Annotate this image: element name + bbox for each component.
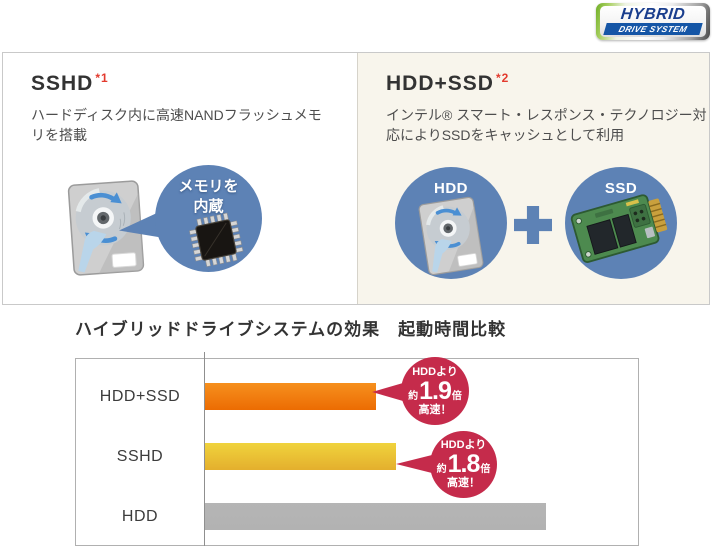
panel-hdd-ssd: HDD+SSD *2 インテル® スマート・レスポンス・テクノロジー対応によりSS… (357, 53, 709, 304)
panel-sshd: SSHD *1 ハードディスク内に高速NANDフラッシュメモリを搭載 (3, 53, 357, 304)
chart-bar-hdd-ssd (205, 383, 376, 410)
memory-bubble: メモリを 内蔵 (155, 165, 262, 272)
hdd-ssd-footnote: *2 (495, 71, 510, 85)
logo-subtitle-banner: DRIVE SYSTEM (603, 23, 703, 35)
badge-line3: 高速！ (418, 403, 452, 416)
chart-bar-sshd (205, 443, 396, 470)
hdd-ssd-title-text: HDD+SSD (386, 72, 494, 95)
badge-multiplier: 1.9 (419, 376, 452, 405)
chart-bar-hdd (205, 503, 546, 530)
badge-line2: 約 1.9 倍 (408, 376, 462, 405)
badge-approx: 約 (436, 464, 447, 475)
chart-label-hdd-ssd: HDD+SSD (99, 388, 181, 405)
chart-label-sshd: SSHD (116, 448, 164, 465)
ssd-circle: SSD (565, 167, 677, 279)
hdd-circle: HDD (395, 167, 507, 279)
memory-bubble-text: メモリを 内蔵 (155, 177, 262, 218)
sshd-description: ハードディスク内に高速NANDフラッシュメモリを搭載 (31, 107, 322, 144)
sshd-title: SSHD *1 (31, 71, 109, 96)
hdd-ssd-description: インテル® スマート・レスポンス・テクノロジー対応によりSSDをキャッシュとして… (386, 107, 707, 144)
chart-axis-line (204, 352, 205, 546)
logo-title: HYBRID (619, 6, 687, 23)
badge-multiplier: 1.8 (447, 450, 481, 478)
badge-line2: 約 1.8 倍 (437, 452, 491, 477)
hdd-icon (67, 180, 145, 276)
badge-unit: 倍 (451, 390, 462, 402)
badge-unit: 倍 (480, 464, 491, 475)
speed-badge-hdd-ssd: HDDより 約 1.9 倍 高速！ (372, 357, 469, 425)
badge-line1: HDDより (412, 365, 458, 378)
hdd-icon (418, 196, 484, 276)
hdd-circle-label: HDD (434, 180, 468, 197)
speed-badge-sshd: HDDより 約 1.8 倍 高速！ (396, 431, 497, 498)
badge-line3: 高速！ (447, 477, 480, 489)
hdd-ssd-title: HDD+SSD *2 (386, 71, 509, 96)
memory-chip-icon (189, 212, 244, 267)
ssd-circle-label: SSD (604, 180, 638, 197)
hybrid-drive-system-logo: HYBRID DRIVE SYSTEM (596, 3, 710, 40)
chart-title: ハイブリッドドライブシステムの効果 起動時間比較 (75, 320, 507, 339)
ssd-icon (570, 194, 668, 263)
info-panels: SSHD *1 ハードディスク内に高速NANDフラッシュメモリを搭載 (2, 52, 710, 305)
badge-approx: 約 (408, 390, 419, 402)
plus-icon (514, 206, 552, 244)
memory-bubble-line2: 内蔵 (193, 198, 224, 216)
memory-bubble-line1: メモリを (178, 178, 239, 195)
sshd-footnote: *1 (95, 71, 109, 85)
sshd-title-text: SSHD (31, 72, 94, 95)
badge-line1: HDDより (440, 439, 487, 452)
logo-plate: HYBRID DRIVE SYSTEM (600, 6, 706, 37)
chart-label-hdd: HDD (121, 508, 159, 525)
